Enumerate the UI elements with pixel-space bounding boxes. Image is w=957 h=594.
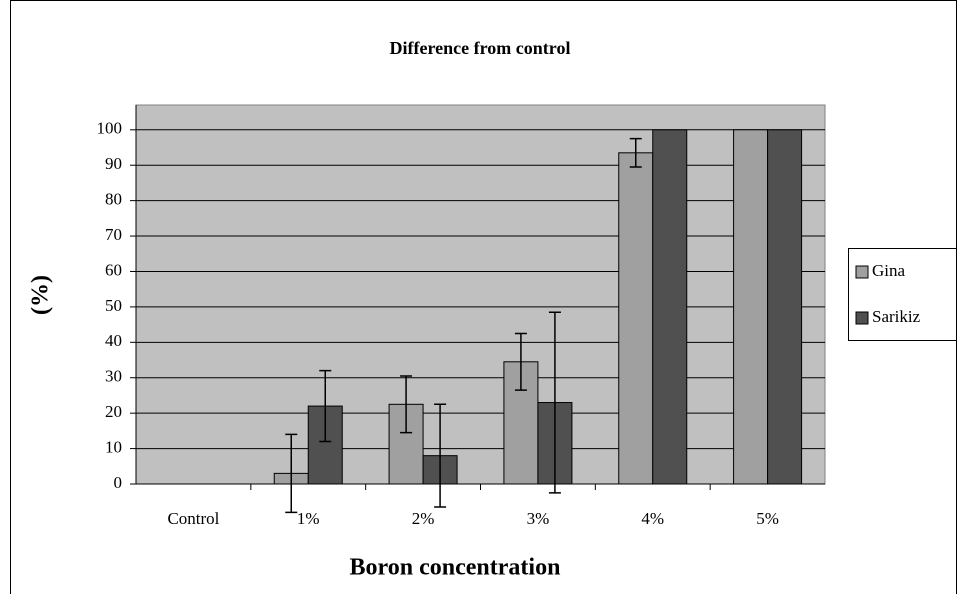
error-bar: [434, 403, 447, 508]
y-tick-label: 0: [114, 473, 123, 492]
error-bar: [548, 311, 561, 494]
y-tick-label: 60: [105, 260, 122, 279]
chart-title: Difference from control: [390, 38, 571, 58]
x-tick-label: 2%: [412, 509, 435, 528]
bar: [652, 129, 688, 485]
x-tick-label: 4%: [641, 509, 664, 528]
error-bar: [400, 375, 413, 434]
y-tick-label: 70: [105, 225, 122, 244]
error-bar: [285, 433, 298, 514]
y-tick-label: 40: [105, 331, 122, 350]
x-tick-label: 3%: [527, 509, 550, 528]
error-bar: [629, 137, 642, 168]
y-tick-label: 80: [105, 190, 122, 209]
bar: [767, 129, 803, 485]
x-tick-label: 1%: [297, 509, 320, 528]
y-tick-label: 100: [97, 119, 123, 138]
error-bar: [514, 332, 527, 391]
plot-area: [135, 104, 826, 485]
legend-label: Gina: [872, 261, 906, 280]
x-tick-label: 5%: [756, 509, 779, 528]
bar: [733, 129, 769, 485]
legend-box: [848, 248, 957, 341]
error-bar: [319, 369, 332, 443]
y-tick-label: 20: [105, 402, 122, 421]
bar: [388, 403, 424, 485]
bar: [618, 152, 654, 485]
y-tick-label: 10: [105, 437, 122, 456]
y-axis-label: (%): [28, 275, 54, 315]
y-tick-label: 90: [105, 154, 122, 173]
x-axis-label: Boron concentration: [350, 555, 561, 581]
y-tick-label: 50: [105, 296, 122, 315]
x-tick-label: Control: [167, 509, 219, 528]
legend-swatch: [855, 311, 869, 325]
legend-swatch: [855, 265, 869, 279]
y-tick-label: 30: [105, 367, 122, 386]
legend-label: Sarikiz: [872, 307, 921, 326]
